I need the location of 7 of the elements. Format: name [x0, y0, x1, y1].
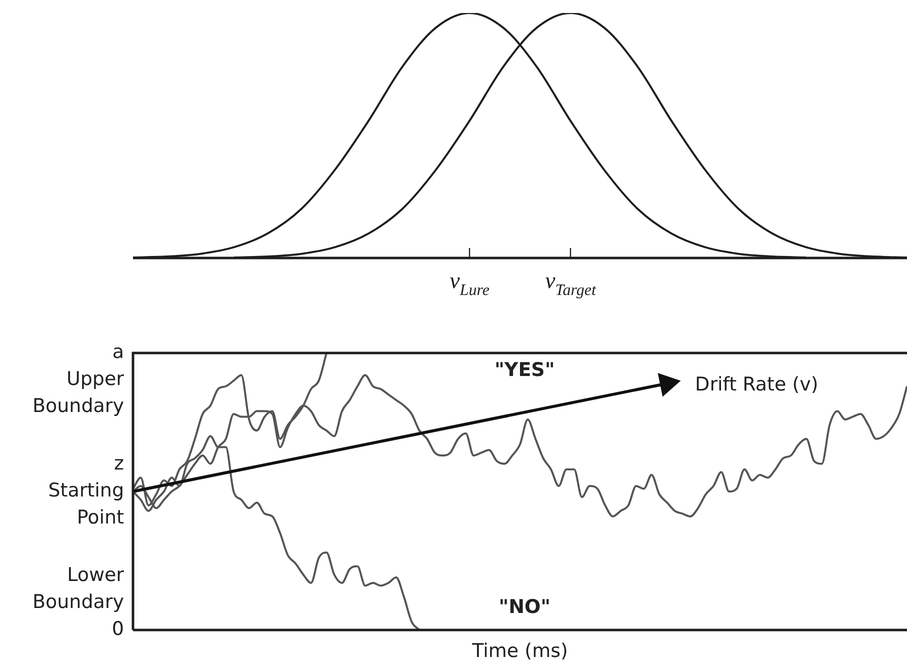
text: Lower Boundary 0	[32, 564, 124, 640]
annotation: "NO"	[498, 596, 551, 618]
text: a Upper Boundary	[32, 340, 124, 417]
annotation: "YES"	[494, 358, 555, 381]
text: z Starting Point	[48, 452, 124, 528]
series-label: Drift Rate (v)	[695, 373, 818, 396]
x-axis-title: Time (ms)	[471, 640, 568, 662]
